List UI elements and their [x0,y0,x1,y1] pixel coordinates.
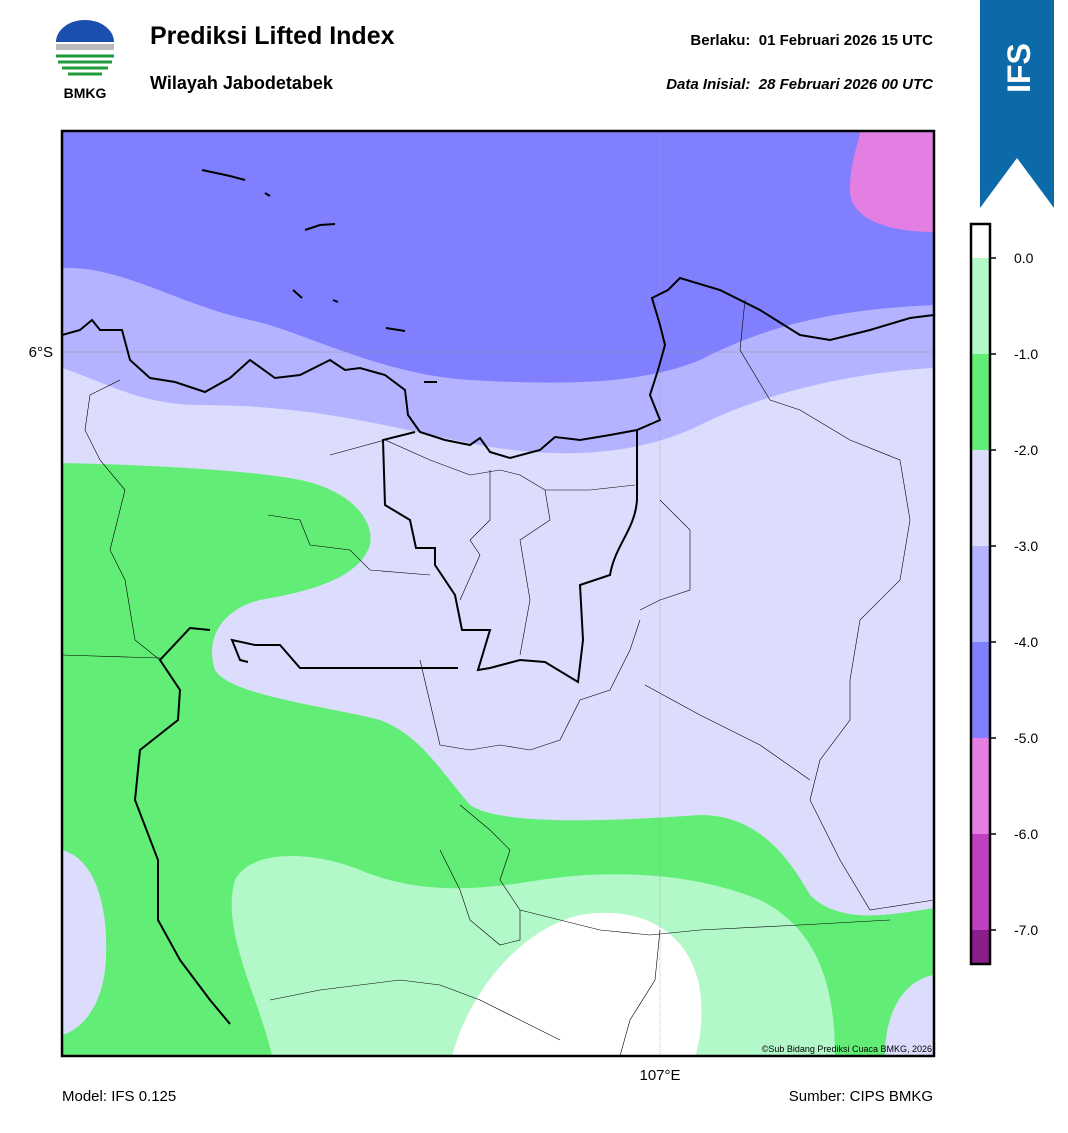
title: Prediksi Lifted Index [150,22,395,50]
model: Model: IFS 0.125 [62,1088,176,1105]
colorbar-tick-label: -3.0 [1014,538,1038,554]
logo: BMKG [56,20,114,101]
colorbar-segment [971,258,990,354]
colorbar-segment [971,738,990,834]
logo-text: BMKG [64,85,107,101]
colorbar: 0.0 -1.0 -2.0 -3.0 -4.0 -5.0 -6.0 -7.0 [969,222,1038,966]
subtitle: Wilayah Jabodetabek [150,73,334,93]
colorbar-tick-label: -5.0 [1014,730,1038,746]
colorbar-segment [971,930,990,964]
colorbar-tick-label: 0.0 [1014,250,1034,266]
valid-time: Berlaku: 01 Februari 2026 15 UTC [690,32,933,49]
colorbar-frame [969,222,992,966]
map-frame [60,129,936,1058]
colorbar-segment [971,224,990,258]
colorbar-segment [971,450,990,546]
colorbar-segment [971,354,990,450]
colorbar-tick-label: -6.0 [1014,826,1038,842]
map: ©Sub Bidang Prediksi Cuaca BMKG, 2026 [62,131,934,1056]
credit: ©Sub Bidang Prediksi Cuaca BMKG, 2026 [762,1044,932,1054]
source: Sumber: CIPS BMKG [789,1088,933,1105]
badge-text: IFS [1001,43,1037,93]
init-time: Data Inisial: 28 Februari 2026 00 UTC [666,76,934,93]
colorbar-tick-label: -2.0 [1014,442,1038,458]
lon-label: 107°E [639,1067,680,1084]
colorbar-segment [971,546,990,642]
colorbar-segment [971,834,990,930]
colorbar-tick-label: -4.0 [1014,634,1038,650]
colorbar-tick-label: -1.0 [1014,346,1038,362]
lat-label: 6°S [29,344,53,361]
colorbar-tick-label: -7.0 [1014,922,1038,938]
badge [980,0,1054,208]
colorbar-segment [971,642,990,738]
